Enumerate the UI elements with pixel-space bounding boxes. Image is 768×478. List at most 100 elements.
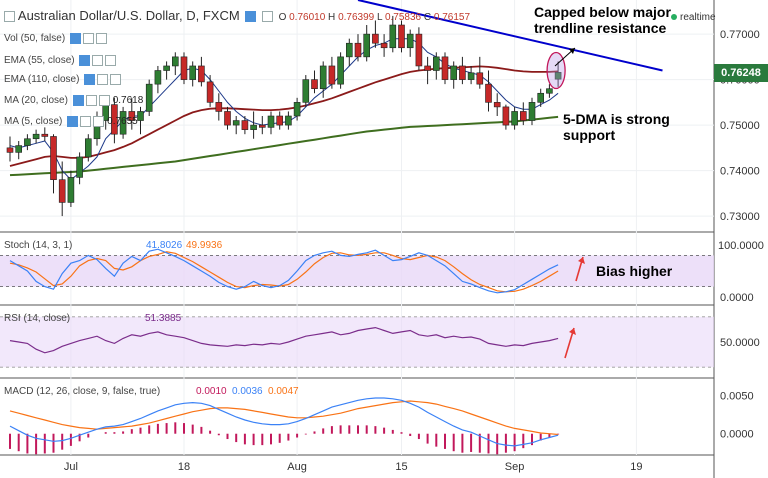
indicator-label: MA (20, close) (4, 95, 68, 107)
annotation-bias: Bias higher (596, 263, 673, 279)
x-tick-label: 19 (630, 461, 642, 473)
y-tick-label: 100.0000 (718, 240, 764, 252)
candle-body (546, 88, 553, 94)
indicator-label: EMA (110, close) (4, 74, 80, 86)
collapse-toggle-icon[interactable] (4, 11, 15, 23)
eye-icon[interactable] (84, 74, 96, 85)
candle-body (432, 56, 440, 71)
panel-value: 0.0036 (232, 386, 263, 397)
candle-body (328, 65, 336, 85)
eye-icon[interactable] (245, 11, 257, 23)
candle-body (415, 33, 423, 67)
close-icon[interactable] (93, 116, 105, 127)
chart-title: Australian Dollar/U.S. Dollar, D, FXCM O… (2, 8, 470, 23)
candle-body (554, 72, 562, 80)
ohlc-key: H (325, 12, 339, 23)
candle-body (372, 33, 379, 44)
candle-body (389, 24, 397, 49)
y-tick-label: 0.0000 (720, 429, 754, 441)
live-dot-icon (671, 14, 677, 21)
x-tick-label: 15 (395, 461, 407, 473)
candle-body (163, 65, 170, 71)
candle-body (519, 111, 527, 121)
panel-value: 51.3885 (145, 313, 182, 324)
indicator-ma5[interactable]: MA (5, close) 0.7655 (4, 116, 138, 127)
y-tick-label: 50.0000 (720, 337, 760, 349)
candle-body (215, 102, 223, 112)
indicator-label: Vol (50, false) (4, 33, 66, 45)
annotation-resistance: Capped below major trendline resistance (534, 4, 671, 36)
eye-icon[interactable] (67, 116, 79, 127)
close-icon[interactable] (98, 95, 110, 106)
settings-icon[interactable] (80, 116, 92, 127)
annotation-line: support (563, 127, 616, 143)
x-tick-label: 18 (178, 461, 190, 473)
indicator-ema110[interactable]: EMA (110, close) (4, 74, 122, 86)
eye-icon[interactable] (69, 33, 81, 44)
candle-body (485, 83, 492, 103)
panel-title: MACD (12, 26, close, 9, false, true) (4, 386, 160, 397)
x-tick-label: Sep (505, 461, 525, 473)
bias-arrow-head (578, 257, 585, 264)
ohlc-value: 0.76157 (433, 12, 471, 23)
candle-body (345, 42, 353, 58)
candle-body (528, 102, 536, 121)
candle-body (137, 111, 144, 121)
y-tick-label: 0.0000 (720, 292, 754, 304)
candle-body (476, 72, 484, 85)
ma-fast-line (9, 38, 559, 181)
candle-body (406, 33, 414, 49)
indicator-label: MA (5, close) (4, 116, 63, 128)
ma-slow-line (9, 115, 559, 177)
candle-body (111, 104, 118, 135)
indicator-value: 0.7618 (112, 95, 144, 107)
close-icon[interactable] (105, 55, 117, 66)
candle-body (267, 115, 275, 128)
candle-body (424, 65, 431, 71)
y-tick-label: 0.77000 (720, 29, 760, 41)
ohlc-value: 0.75836 (384, 12, 422, 23)
candle-body (537, 92, 545, 103)
candle-body (302, 79, 310, 103)
stoch-band (0, 255, 714, 287)
candle-body (180, 56, 188, 80)
candle-body (441, 56, 449, 80)
candle-body (293, 102, 301, 117)
candle-body (206, 81, 214, 103)
macd-signal-line (9, 400, 559, 436)
candle-body (41, 133, 49, 137)
settings-icon[interactable] (261, 11, 273, 23)
annotation-support: 5-DMA is strong support (563, 111, 670, 143)
y-tick-label: 0.0050 (720, 391, 754, 403)
indicator-vol[interactable]: Vol (50, false) (4, 33, 107, 44)
candle-body (50, 136, 57, 180)
candle-body (145, 83, 153, 112)
settings-icon[interactable] (82, 33, 94, 44)
resistance-trendline (357, 0, 663, 72)
y-tick-label: 0.75000 (720, 120, 760, 132)
ma-mid-line (9, 65, 559, 167)
candle-body (58, 179, 66, 203)
rsi-line (9, 326, 559, 354)
indicator-value: 0.7655 (107, 116, 138, 128)
panel-value: 49.9936 (186, 240, 223, 251)
candle-body (119, 111, 127, 135)
candle-body (363, 33, 371, 58)
ohlc-key: C (421, 12, 434, 23)
last-price-tag: 0.76248 (714, 64, 768, 82)
candle-body (67, 177, 75, 203)
settings-icon[interactable] (85, 95, 97, 106)
eye-icon[interactable] (72, 95, 84, 106)
candle-body (241, 120, 249, 130)
indicator-ma20[interactable]: MA (20, close) 0.7618 (4, 95, 143, 106)
settings-icon[interactable] (97, 74, 109, 85)
indicator-ema55[interactable]: EMA (55, close) (4, 55, 117, 66)
settings-icon[interactable] (92, 55, 104, 66)
candle-body (32, 133, 40, 140)
close-icon[interactable] (110, 74, 122, 85)
close-icon[interactable] (95, 33, 107, 44)
eye-icon[interactable] (79, 55, 91, 66)
ohlc-key: L (374, 12, 385, 23)
